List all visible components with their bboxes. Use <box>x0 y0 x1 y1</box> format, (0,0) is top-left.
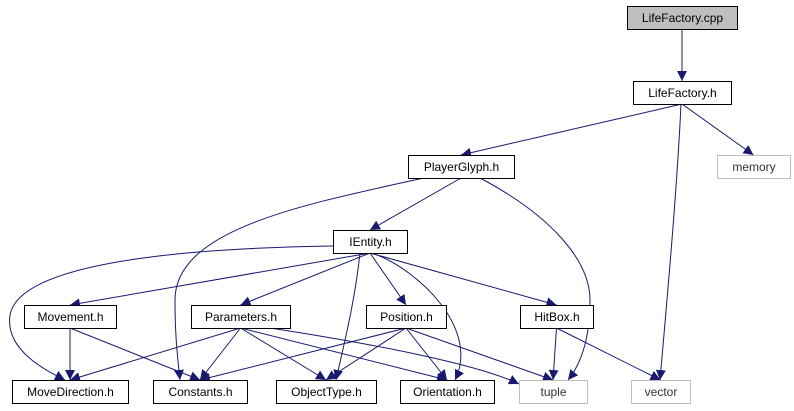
node-box <box>366 305 447 329</box>
node-box <box>408 155 515 179</box>
node-ientity-h[interactable]: IEntity.h <box>333 230 408 254</box>
edge-lifefactory_h-to-vector <box>655 103 682 381</box>
node-box <box>633 81 732 105</box>
node-box <box>520 305 594 329</box>
node-orientation-h[interactable]: Orientation.h <box>400 380 495 404</box>
edge-ientity_h-to-movement_h <box>69 252 371 309</box>
edge-ientity_h-to-parameters_h <box>240 252 371 306</box>
dependency-edges <box>9 29 754 385</box>
edge-position_h-to-objecttype_h <box>325 327 407 381</box>
edge-position_h-to-orientation_h <box>405 327 448 381</box>
node-lifefactory-cpp[interactable]: LifeFactory.cpp <box>627 6 738 30</box>
node-box <box>627 6 738 30</box>
edge-parameters_h-to-objecttype_h <box>240 327 327 381</box>
edge-lifefactory_h-to-memory <box>681 103 754 156</box>
node-label: Orientation.h <box>413 385 482 399</box>
edge-position_h-to-tuple <box>405 327 554 382</box>
edge-playerglyph_h-to-ientity_h <box>369 177 462 231</box>
edge-parameters_h-to-tuple <box>269 327 520 385</box>
node-label: Movement.h <box>37 310 103 324</box>
edge-ientity_h-to-objecttype_h <box>333 252 361 381</box>
node-objecttype-h[interactable]: ObjectType.h <box>276 380 377 404</box>
node-label: vector <box>645 385 678 399</box>
node-box <box>153 380 248 404</box>
edge-ientity_h-to-hitbox_h <box>369 252 557 308</box>
node-movement-h[interactable]: Movement.h <box>24 305 117 329</box>
node-memory: memory <box>717 155 791 179</box>
edge-parameters_h-to-constants_h <box>199 327 241 381</box>
file-nodes: LifeFactory.cpp LifeFactory.h memory Player… <box>12 6 791 404</box>
node-constants-h[interactable]: Constants.h <box>153 380 248 404</box>
edge-ientity_h-to-movedirection_h <box>9 245 334 381</box>
node-position-h[interactable]: Position.h <box>366 305 447 329</box>
node-box <box>12 380 129 404</box>
edge-parameters_h-to-orientation_h <box>240 327 448 383</box>
node-label: Parameters.h <box>205 310 277 324</box>
edge-hitbox_h-to-tuple <box>548 327 559 381</box>
node-label: Position.h <box>380 310 433 324</box>
edge-movement_h-to-constants_h <box>69 327 201 381</box>
node-label: Constants.h <box>168 385 232 399</box>
node-label: LifeFactory.cpp <box>642 11 723 25</box>
edge-ientity_h-to-orientation_h <box>371 252 464 381</box>
node-box <box>519 380 588 404</box>
node-box <box>717 155 791 179</box>
node-box <box>631 380 691 404</box>
node-label: IEntity.h <box>349 235 391 249</box>
node-box <box>276 380 377 404</box>
node-label: HitBox.h <box>534 310 579 324</box>
edge-parameters_h-to-movedirection_h <box>69 327 241 382</box>
node-label: tuple <box>540 385 566 399</box>
edge-playerglyph_h-to-tuple <box>479 177 591 381</box>
node-parameters-h[interactable]: Parameters.h <box>191 305 291 329</box>
node-box <box>333 230 408 254</box>
node-hitbox-h[interactable]: HitBox.h <box>520 305 594 329</box>
node-label: ObjectType.h <box>291 385 362 399</box>
node-box <box>191 305 291 329</box>
node-label: MoveDirection.h <box>27 385 114 399</box>
edge-lifefactory_h-to-playerglyph_h <box>460 103 683 158</box>
node-vector: vector <box>631 380 691 404</box>
edge-position_h-to-constants_h <box>199 327 407 383</box>
node-box <box>400 380 495 404</box>
edge-playerglyph_h-to-constants_h <box>174 177 425 381</box>
node-playerglyph-h[interactable]: PlayerGlyph.h <box>408 155 515 179</box>
node-box <box>24 305 117 329</box>
edge-ientity_h-to-position_h <box>369 252 407 306</box>
node-movedirection-h[interactable]: MoveDirection.h <box>12 380 129 404</box>
edge-hitbox_h-to-vector <box>556 327 661 381</box>
node-label: PlayerGlyph.h <box>424 160 499 174</box>
node-label: memory <box>732 160 775 174</box>
node-label: LifeFactory.h <box>648 86 716 100</box>
node-tuple: tuple <box>519 380 588 404</box>
node-lifefactory-h[interactable]: LifeFactory.h <box>633 81 732 105</box>
